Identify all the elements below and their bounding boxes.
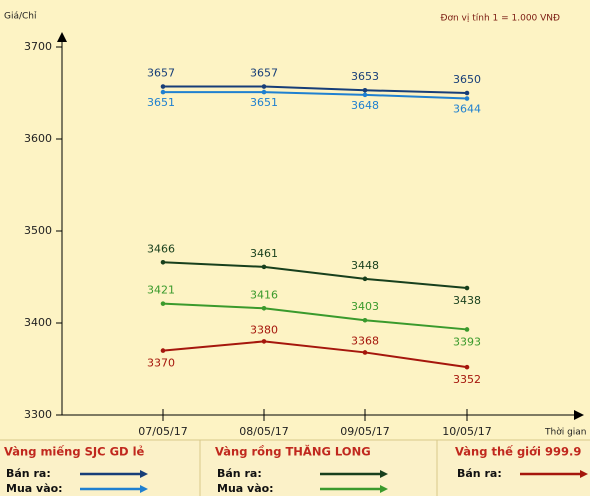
point xyxy=(160,259,166,265)
legend-label: Bán ra: xyxy=(217,467,262,480)
point xyxy=(464,364,470,370)
series-line xyxy=(162,261,468,290)
y-axis-arrow xyxy=(57,32,67,42)
legend-arrow xyxy=(140,485,148,493)
x-tick-label: 07/05/17 xyxy=(138,425,187,438)
value-label: 3368 xyxy=(351,334,379,347)
value-label: 3448 xyxy=(351,259,379,272)
x-axis-label: Thời gian xyxy=(544,427,587,438)
value-label: 3657 xyxy=(147,67,175,80)
legend-title: Vàng miếng SJC GD lẻ xyxy=(4,445,145,459)
legend-label: Bán ra: xyxy=(6,467,51,480)
x-tick-label: 10/05/17 xyxy=(442,425,491,438)
x-tick-label: 08/05/17 xyxy=(239,425,288,438)
point xyxy=(261,305,267,311)
legend-bg xyxy=(0,440,590,496)
point xyxy=(261,89,267,95)
y-tick-label: 3400 xyxy=(24,316,52,329)
value-label: 3352 xyxy=(453,373,481,386)
legend-arrow xyxy=(140,470,148,478)
point xyxy=(261,84,267,89)
value-label: 3380 xyxy=(250,323,278,336)
legend-label: Mua vào: xyxy=(217,482,274,495)
value-label: 3393 xyxy=(453,335,481,348)
point xyxy=(464,285,470,291)
point xyxy=(362,317,368,323)
series-line xyxy=(163,91,468,100)
value-label: 3648 xyxy=(351,99,379,112)
legend-label: Mua vào: xyxy=(6,482,63,495)
point xyxy=(160,301,166,306)
value-label: 3651 xyxy=(250,96,278,109)
legend-label: Bán ra: xyxy=(457,467,502,480)
unit-note: Đơn vị tính 1 = 1.000 VNĐ xyxy=(440,14,560,24)
value-label: 3416 xyxy=(250,288,278,301)
legend-arrow xyxy=(580,470,588,478)
legend-arrow xyxy=(380,485,388,493)
point xyxy=(160,89,166,95)
legend-arrow xyxy=(380,470,388,478)
x-tick-label: 09/05/17 xyxy=(340,425,389,438)
series-line xyxy=(162,302,468,331)
legend-title: Vàng rồng THĂNG LONG xyxy=(215,444,371,459)
value-label: 3644 xyxy=(453,103,481,116)
series-line xyxy=(162,340,468,369)
series-line xyxy=(163,85,468,94)
value-label: 3438 xyxy=(453,294,481,307)
value-label: 3421 xyxy=(147,284,175,297)
y-axis-label: Giá/Chỉ xyxy=(4,11,37,22)
value-label: 3466 xyxy=(147,242,175,255)
point xyxy=(464,327,470,332)
point xyxy=(261,339,267,344)
y-tick-label: 3600 xyxy=(24,132,52,145)
value-label: 3370 xyxy=(147,357,175,370)
point xyxy=(362,87,368,93)
point xyxy=(362,276,368,282)
point xyxy=(160,84,166,89)
legend-title: Vàng thế giới 999.9 xyxy=(455,445,581,459)
point xyxy=(464,90,470,96)
value-label: 3657 xyxy=(250,67,278,80)
value-label: 3461 xyxy=(250,247,278,260)
y-tick-label: 3300 xyxy=(24,408,52,421)
point xyxy=(160,348,166,353)
y-tick-label: 3700 xyxy=(24,40,52,53)
point xyxy=(261,264,267,270)
value-label: 3653 xyxy=(351,70,379,83)
value-label: 3403 xyxy=(351,300,379,313)
x-axis-arrow xyxy=(574,410,584,420)
point xyxy=(464,96,470,101)
point xyxy=(362,350,368,355)
point xyxy=(362,92,368,98)
y-tick-label: 3500 xyxy=(24,224,52,237)
value-label: 3650 xyxy=(453,73,481,86)
value-label: 3651 xyxy=(147,96,175,109)
